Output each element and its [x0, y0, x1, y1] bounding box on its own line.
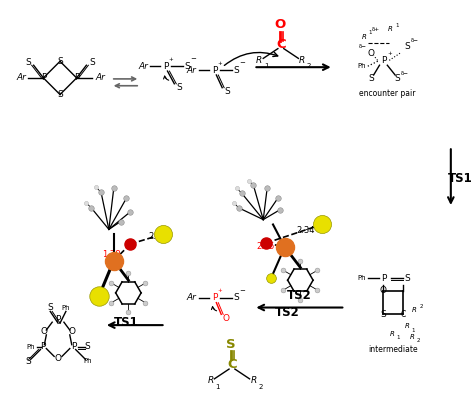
Text: Ar: Ar — [187, 293, 197, 302]
Text: encounter pair: encounter pair — [359, 89, 416, 98]
Text: +: + — [217, 61, 222, 66]
Text: 1: 1 — [411, 328, 414, 333]
Text: δ−: δ− — [359, 44, 367, 49]
Text: S: S — [26, 357, 32, 366]
Text: P: P — [71, 342, 76, 351]
Text: δ−: δ− — [410, 38, 419, 43]
Text: 1: 1 — [264, 63, 268, 69]
Text: Ph: Ph — [83, 358, 91, 364]
Text: P: P — [163, 62, 168, 71]
Text: S: S — [184, 62, 190, 71]
Text: Ar: Ar — [138, 62, 148, 71]
Text: R: R — [412, 307, 417, 313]
Text: O: O — [223, 314, 229, 323]
Text: S: S — [57, 90, 63, 99]
Text: S: S — [176, 83, 182, 92]
Text: Ar: Ar — [95, 73, 105, 83]
Text: TS1: TS1 — [448, 172, 473, 185]
Text: O: O — [41, 328, 48, 337]
Text: −: − — [239, 60, 245, 66]
Text: Ar: Ar — [187, 66, 197, 75]
Text: P: P — [41, 73, 46, 83]
Text: P: P — [212, 293, 217, 302]
Text: S: S — [226, 338, 236, 351]
Text: +: + — [387, 51, 392, 56]
Text: R: R — [362, 34, 366, 40]
Text: S: S — [404, 42, 410, 51]
FancyArrowPatch shape — [224, 52, 278, 66]
Text: S: S — [90, 58, 95, 67]
Text: 2: 2 — [258, 384, 263, 390]
Text: C: C — [276, 38, 286, 51]
Text: R: R — [388, 26, 392, 32]
Text: S: S — [369, 75, 374, 83]
Text: O: O — [68, 328, 75, 337]
Text: 2.34: 2.34 — [296, 226, 314, 235]
Text: S: S — [84, 342, 90, 351]
Text: S: S — [224, 87, 230, 96]
Text: P: P — [74, 73, 79, 83]
Text: P: P — [212, 66, 217, 75]
Text: 1: 1 — [215, 384, 219, 390]
Text: O: O — [274, 18, 285, 31]
Text: S: S — [404, 274, 410, 283]
Text: S: S — [233, 293, 239, 302]
Text: −: − — [239, 288, 245, 294]
Text: R: R — [410, 334, 415, 340]
Text: TS2: TS2 — [275, 306, 300, 319]
Text: O: O — [55, 354, 62, 363]
Text: S: S — [394, 75, 400, 83]
Text: C: C — [227, 358, 237, 371]
Text: 1.78: 1.78 — [102, 250, 121, 259]
Text: δ−: δ− — [401, 70, 409, 76]
Text: Ph: Ph — [62, 305, 70, 311]
Text: S: S — [47, 303, 53, 312]
Text: P: P — [381, 274, 386, 283]
FancyArrowPatch shape — [211, 307, 217, 311]
Text: R: R — [404, 323, 409, 329]
Text: R: R — [207, 376, 214, 385]
Text: P: P — [40, 342, 45, 351]
Text: R: R — [256, 56, 263, 65]
Text: S: S — [26, 58, 32, 67]
Text: Ph: Ph — [27, 343, 35, 350]
Text: S: S — [381, 310, 386, 319]
Text: 2: 2 — [307, 63, 311, 69]
Text: TS1: TS1 — [114, 315, 139, 329]
Text: +: + — [168, 57, 173, 62]
Text: R: R — [250, 376, 256, 385]
Text: R: R — [390, 331, 395, 337]
Text: 1: 1 — [396, 335, 400, 340]
Text: C: C — [401, 310, 406, 319]
Text: P: P — [55, 315, 61, 324]
Text: intermediate: intermediate — [368, 345, 418, 354]
Text: S: S — [57, 57, 63, 66]
Text: 2.65: 2.65 — [148, 232, 167, 241]
Text: O: O — [380, 286, 387, 295]
Text: 2.25: 2.25 — [256, 243, 274, 252]
Text: Ph: Ph — [357, 63, 366, 69]
Text: δ+: δ+ — [372, 27, 380, 32]
Text: +: + — [217, 288, 222, 293]
FancyArrowPatch shape — [164, 76, 169, 80]
Text: −: − — [190, 56, 196, 62]
Text: 2: 2 — [417, 338, 420, 343]
Text: O: O — [367, 49, 374, 58]
Text: 1: 1 — [395, 23, 399, 28]
Text: P: P — [381, 56, 386, 65]
Text: 1: 1 — [368, 30, 372, 36]
Text: Ph: Ph — [357, 275, 366, 281]
Text: TS2: TS2 — [287, 289, 312, 302]
Text: R: R — [299, 56, 305, 65]
Text: S: S — [233, 66, 239, 75]
Text: Ar: Ar — [16, 73, 26, 83]
Text: 2: 2 — [420, 304, 423, 309]
